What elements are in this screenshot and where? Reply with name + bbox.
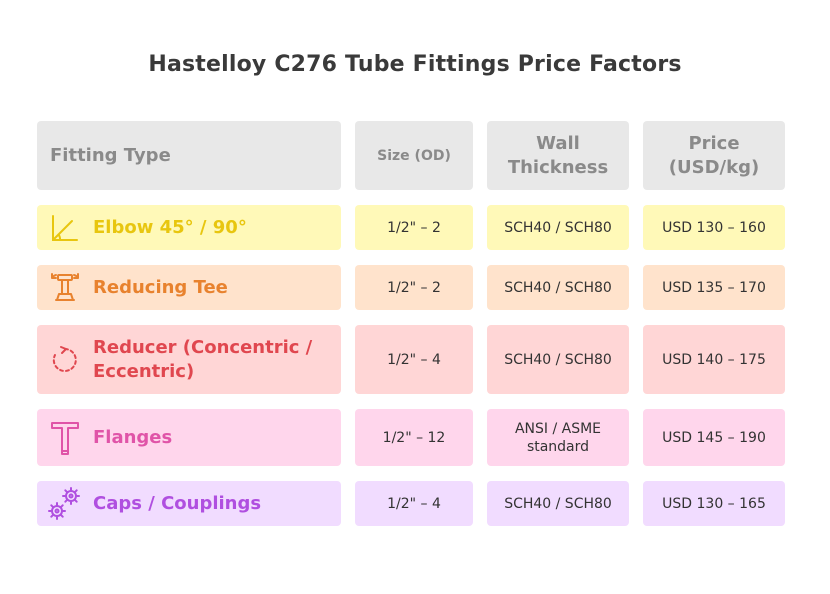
price-cell: USD 140 – 175 [643, 325, 785, 394]
gears-icon [47, 486, 83, 522]
wall-thickness-cell: ANSI / ASME standard [487, 409, 629, 466]
size-cell: 1/2" – 4 [355, 325, 473, 394]
table-row-fitting: Caps / Couplings [37, 481, 341, 526]
fitting-type-label: Reducing Tee [93, 276, 228, 298]
price-cell: USD 145 – 190 [643, 409, 785, 466]
fitting-type-label: Flanges [93, 426, 173, 448]
size-cell: 1/2" – 2 [355, 205, 473, 250]
page-title: Hastelloy C276 Tube Fittings Price Facto… [148, 52, 682, 77]
header-wall-thickness: Wall Thickness [487, 121, 629, 190]
header-price: Price (USD/kg) [643, 121, 785, 190]
table-row-fitting: Flanges [37, 409, 341, 466]
wall-thickness-cell: SCH40 / SCH80 [487, 481, 629, 526]
header-fitting-type: Fitting Type [37, 121, 341, 190]
table-row-fitting: Elbow 45° / 90° [37, 205, 341, 250]
tee-icon [47, 270, 83, 306]
t-pipe-icon [47, 420, 83, 456]
fitting-type-label: Elbow 45° / 90° [93, 216, 247, 238]
size-cell: 1/2" – 2 [355, 265, 473, 310]
wall-thickness-cell: SCH40 / SCH80 [487, 265, 629, 310]
header-size: Size (OD) [355, 121, 473, 190]
fitting-type-label: Caps / Couplings [93, 492, 262, 514]
rotate-icon [47, 342, 83, 378]
wall-thickness-cell: SCH40 / SCH80 [487, 325, 629, 394]
price-cell: USD 135 – 170 [643, 265, 785, 310]
price-cell: USD 130 – 160 [643, 205, 785, 250]
size-cell: 1/2" – 12 [355, 409, 473, 466]
size-cell: 1/2" – 4 [355, 481, 473, 526]
price-cell: USD 130 – 165 [643, 481, 785, 526]
table-row-fitting: Reducing Tee [37, 265, 341, 310]
wall-thickness-cell: SCH40 / SCH80 [487, 205, 629, 250]
fitting-type-label: Reducer (Concentric / Eccentric) [93, 336, 313, 382]
angle-icon [47, 210, 83, 246]
table-row-fitting: Reducer (Concentric / Eccentric) [37, 325, 341, 394]
